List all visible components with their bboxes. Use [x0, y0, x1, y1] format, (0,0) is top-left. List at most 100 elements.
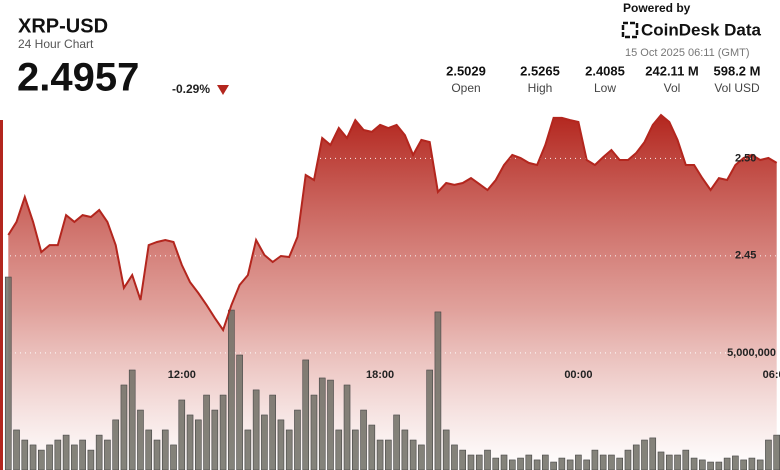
stat-value: 2.4085 [585, 63, 625, 78]
y2-tick-label: 5,000,000 [727, 347, 776, 359]
volume-bar [178, 399, 186, 470]
volume-bar [376, 439, 384, 470]
volume-bar [360, 409, 367, 470]
volume-bar [401, 429, 409, 470]
current-price: 2.4957 [17, 56, 139, 100]
volume-bar [104, 439, 111, 470]
x-tick-label: 18:00 [366, 369, 394, 381]
volume-bar [269, 394, 276, 470]
volume-bar [112, 419, 119, 470]
chart-title: XRP-USD [18, 15, 108, 37]
volume-bar [500, 454, 508, 470]
down-arrow [217, 85, 229, 95]
volume-bar [87, 449, 95, 470]
volume-bar [393, 414, 400, 470]
volume-bar [170, 444, 177, 470]
volume-bar [310, 394, 318, 470]
price-change: -0.29% [172, 82, 210, 96]
volume-bar [128, 369, 136, 470]
stat-label: Vol [664, 81, 681, 95]
volume-bar [599, 454, 607, 470]
volume-bar [418, 444, 425, 470]
price-line [7, 113, 778, 333]
volume-bar [368, 424, 376, 470]
x-tick-label: 00:00 [564, 369, 592, 381]
volume-bar [723, 457, 731, 470]
volume-bar [385, 439, 392, 470]
x-tick-label: 06:00 [763, 369, 780, 381]
volume-bar [277, 419, 285, 470]
brand-name: CoinDesk Data [641, 20, 762, 39]
header: XRP-USD 24 Hour Chart 2.4957 -0.29% Powe… [17, 1, 762, 99]
volume-bar [244, 429, 252, 470]
brand-logo [621, 21, 639, 39]
volume-bar [79, 439, 86, 470]
chart-subtitle: 24 Hour Chart [18, 37, 94, 51]
volume-bar [608, 454, 615, 470]
volume-bar [459, 449, 467, 470]
volume-bar [252, 389, 260, 470]
volume-bar [285, 429, 293, 470]
volume-bar [228, 309, 235, 470]
volume-bar [773, 434, 780, 470]
volume-bar [467, 454, 475, 470]
volume-bar [624, 449, 632, 470]
volume-bar [641, 439, 648, 470]
stat-value: 242.11 M [645, 63, 699, 78]
volume-bar [690, 457, 698, 470]
volume-bar [649, 437, 657, 470]
volume-bar [707, 461, 714, 470]
volume-bar [4, 276, 12, 470]
volume-bar [591, 449, 599, 470]
price-area [8, 115, 777, 470]
x-tick-label: 12:00 [168, 369, 196, 381]
volume-bar [492, 457, 500, 470]
volume-bar [203, 394, 210, 470]
y-tick-label: 2.50 [735, 152, 756, 164]
stat-label: High [528, 81, 553, 95]
volume-bar [21, 439, 29, 470]
volume-bar [616, 457, 624, 470]
volume-bar [508, 459, 516, 470]
powered-by: Powered by [623, 1, 691, 15]
volume-bar [542, 454, 549, 470]
volume-bar [145, 429, 153, 470]
volume-bar [137, 409, 144, 470]
volume-bar [195, 419, 202, 470]
volume-bar [13, 429, 20, 470]
volume-bar [62, 434, 70, 470]
volume-bar [657, 451, 665, 470]
volume-bar [756, 459, 764, 470]
volume-bar [153, 439, 161, 470]
volume-bar [261, 414, 268, 470]
volume-bar [161, 429, 169, 470]
stat-label: Vol USD [714, 81, 760, 95]
timestamp: 15 Oct 2025 06:11 (GMT) [625, 47, 750, 59]
volume-bar [38, 449, 45, 470]
stat-value: 598.2 M [714, 63, 761, 78]
plot-area: 2.45 2.50 5,000,000 12:00 18:00 00:00 06:00 [0, 113, 780, 470]
volume-bar [715, 461, 723, 470]
volume-bar [517, 457, 524, 470]
volume-bar [674, 454, 681, 470]
volume-bar [434, 311, 442, 470]
volume-bar [442, 429, 450, 470]
volume-bar [566, 459, 574, 470]
volume-bar [186, 414, 194, 470]
stat-label: Open [451, 81, 480, 95]
volume-bar [219, 394, 227, 470]
volume-bar [533, 459, 541, 470]
volume-bar [583, 459, 590, 470]
volume-bar [71, 444, 78, 470]
volume-bar [765, 439, 772, 470]
volume-bar [525, 454, 533, 470]
volume-bar [120, 384, 128, 470]
volume-bar [46, 444, 53, 470]
volume-bar [682, 449, 690, 470]
volume-bar [343, 384, 351, 470]
stat-value: 2.5029 [446, 63, 486, 78]
volume-bar [327, 379, 334, 470]
volume-bar [732, 455, 739, 470]
volume-bar [484, 449, 491, 470]
